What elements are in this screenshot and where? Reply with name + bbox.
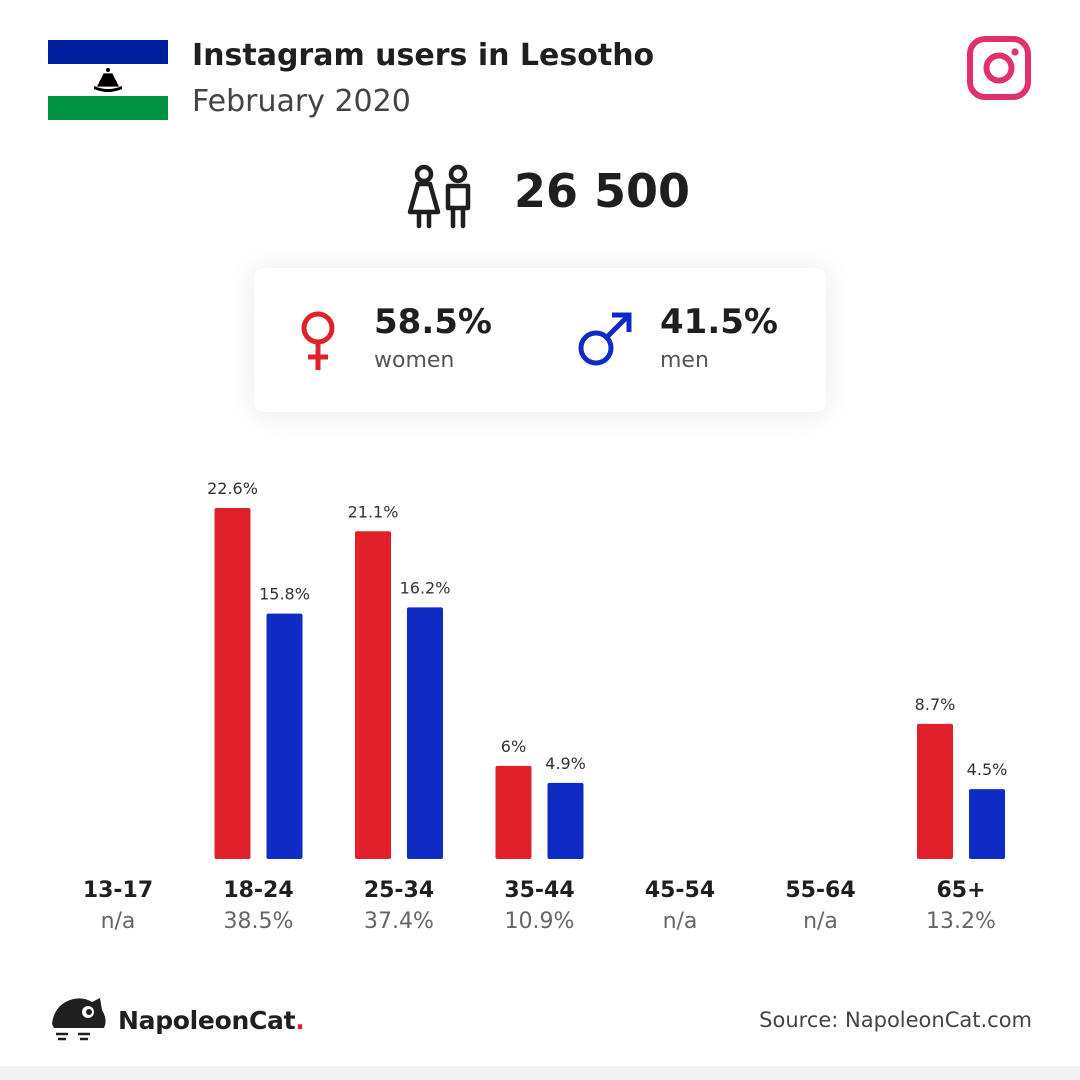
category-total: n/a <box>803 909 838 934</box>
bar-65+-women <box>917 723 953 859</box>
category-total: n/a <box>662 909 698 934</box>
female-icon <box>301 311 335 370</box>
category-label: 25-34 <box>363 878 435 903</box>
men-label: men <box>660 348 709 373</box>
data-label: 15.8% <box>259 585 310 604</box>
napoleoncat-logo <box>52 998 106 1041</box>
data-label: 22.6% <box>207 479 258 498</box>
data-label: 8.7% <box>915 695 956 714</box>
category-total: n/a <box>100 909 136 934</box>
brand-name: NapoleonCat. <box>118 1006 305 1035</box>
category-total: 38.5% <box>223 909 294 934</box>
source-text: Source: NapoleonCat.com <box>759 1008 1032 1032</box>
category-45-54: 45-54 n/a <box>610 878 750 934</box>
page-title: Instagram users in Lesotho <box>192 38 655 73</box>
category-13-17: 13-17 n/a <box>48 878 188 934</box>
data-label: 4.5% <box>967 760 1008 779</box>
bar-35-44-men <box>547 782 584 859</box>
gender-card: 58.5% women 41.5% men <box>254 268 826 412</box>
category-label: 35-44 <box>504 878 575 903</box>
category-total: 13.2% <box>926 909 996 934</box>
bar-25-34-men <box>407 607 443 859</box>
category-label: 13-17 <box>82 878 154 903</box>
total-users-count: 26 500 <box>514 164 691 218</box>
category-35-44: 35-44 10.9% <box>470 878 610 934</box>
category-label: 65+ <box>936 878 986 903</box>
category-55-64: 55-64 n/a <box>751 878 891 934</box>
male-icon <box>578 312 632 366</box>
data-label: 21.1% <box>348 502 399 521</box>
category-label: 45-54 <box>644 878 716 903</box>
bar-18-24-men <box>266 613 303 859</box>
data-label: 6% <box>501 737 526 756</box>
women-percentage: 58.5% <box>374 302 492 342</box>
category-65+: 65+ 13.2% <box>891 878 1031 934</box>
category-25-34: 25-34 37.4% <box>329 878 469 934</box>
category-total: 37.4% <box>364 909 434 934</box>
bar-18-24-women <box>214 508 251 859</box>
age-chart: 22.6% 15.8% 21.1% 16.2% 6% 4.9% 8.7% 4.5% <box>207 479 1008 859</box>
instagram-icon <box>967 36 1031 100</box>
bar-25-34-women <box>355 531 391 859</box>
bar-65+-men <box>969 789 1005 859</box>
category-total: 10.9% <box>504 909 575 934</box>
data-label: 4.9% <box>545 754 586 773</box>
women-label: women <box>374 348 455 373</box>
category-18-24: 18-24 38.5% <box>189 878 329 934</box>
bar-35-44-women <box>495 765 532 859</box>
category-label: 55-64 <box>785 878 856 903</box>
lesotho-flag <box>48 40 168 120</box>
men-percentage: 41.5% <box>660 302 778 342</box>
data-label: 16.2% <box>400 578 451 597</box>
users-icon <box>407 164 471 229</box>
category-label: 18-24 <box>223 878 294 903</box>
page-subtitle: February 2020 <box>192 84 411 119</box>
bottom-strip <box>0 1066 1080 1080</box>
